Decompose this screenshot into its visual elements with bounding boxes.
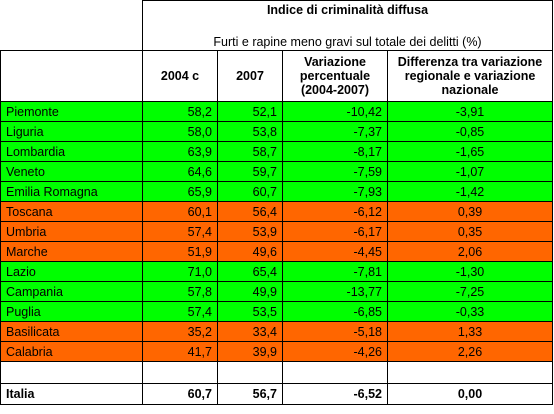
variation-cell: -13,77 — [282, 281, 388, 302]
value-2004-cell: 60,1 — [142, 201, 218, 222]
value-2007-cell: 39,9 — [217, 341, 283, 362]
header-region-blank — [0, 50, 143, 102]
table-subtitle: Furti e rapine meno gravi sul totale dei… — [141, 20, 554, 51]
region-cell: Calabria — [0, 341, 143, 362]
difference-cell: -1,65 — [386, 141, 554, 162]
total-variation-cell: -6,52 — [282, 383, 388, 405]
region-cell: Marche — [0, 241, 143, 262]
region-cell: Emilia Romagna — [0, 181, 143, 202]
difference-cell: 0,39 — [386, 201, 554, 222]
value-2004-cell: 51,9 — [142, 241, 218, 262]
region-cell: Puglia — [0, 301, 143, 322]
spacer-cell — [282, 361, 388, 384]
variation-cell: -7,81 — [282, 261, 388, 282]
value-2007-cell: 49,9 — [217, 281, 283, 302]
table-row: Lombardia 63,9 58,7 -8,17 -1,65 — [0, 141, 554, 162]
table-row: Veneto 64,6 59,7 -7,59 -1,07 — [0, 161, 554, 182]
value-2007-cell: 56,4 — [217, 201, 283, 222]
total-2004-cell: 60,7 — [142, 383, 218, 405]
difference-cell: -0,85 — [386, 121, 554, 142]
table-row: Basilicata 35,2 33,4 -5,18 1,33 — [0, 321, 554, 342]
value-2007-cell: 52,1 — [217, 101, 283, 122]
value-2004-cell: 35,2 — [142, 321, 218, 342]
header-differenza: Differenza tra variazione regionale e va… — [386, 50, 554, 102]
value-2004-cell: 64,6 — [142, 161, 218, 182]
value-2007-cell: 58,7 — [217, 141, 283, 162]
value-2004-cell: 63,9 — [142, 141, 218, 162]
table-row: Calabria 41,7 39,9 -4,26 2,26 — [0, 341, 554, 362]
region-cell: Toscana — [0, 201, 143, 222]
spacer-cell — [0, 361, 143, 384]
region-cell: Basilicata — [0, 321, 143, 342]
region-cell: Umbria — [0, 221, 143, 242]
variation-cell: -7,93 — [282, 181, 388, 202]
value-2007-cell: 60,7 — [217, 181, 283, 202]
total-2007-cell: 56,7 — [217, 383, 283, 405]
table-row: Campania 57,8 49,9 -13,77 -7,25 — [0, 281, 554, 302]
variation-cell: -7,59 — [282, 161, 388, 182]
crime-index-table: Indice di criminalità diffusa Furti e ra… — [0, 0, 554, 405]
table-title: Indice di criminalità diffusa — [141, 0, 554, 21]
value-2004-cell: 57,4 — [142, 221, 218, 242]
variation-cell: -6,17 — [282, 221, 388, 242]
variation-cell: -7,37 — [282, 121, 388, 142]
variation-cell: -6,12 — [282, 201, 388, 222]
region-cell: Lombardia — [0, 141, 143, 162]
spacer-cell — [386, 361, 554, 384]
spacer-cell — [142, 361, 218, 384]
variation-cell: -5,18 — [282, 321, 388, 342]
variation-cell: -8,17 — [282, 141, 388, 162]
table-row: Liguria 58,0 53,8 -7,37 -0,85 — [0, 121, 554, 142]
table-row: Marche 51,9 49,6 -4,45 2,06 — [0, 241, 554, 262]
difference-cell: -3,91 — [386, 101, 554, 122]
header-variazione: Variazione percentuale (2004-2007) — [282, 50, 388, 102]
total-region-cell: Italia — [0, 383, 143, 405]
value-2004-cell: 41,7 — [142, 341, 218, 362]
region-cell: Lazio — [0, 261, 143, 282]
value-2007-cell: 59,7 — [217, 161, 283, 182]
spacer-cell — [217, 361, 283, 384]
total-row: Italia 60,7 56,7 -6,52 0,00 — [0, 383, 554, 405]
difference-cell: -1,42 — [386, 181, 554, 202]
region-cell: Veneto — [0, 161, 143, 182]
corner-blank — [0, 0, 143, 51]
variation-cell: -6,85 — [282, 301, 388, 322]
total-difference-cell: 0,00 — [386, 383, 554, 405]
region-cell: Piemonte — [0, 101, 143, 122]
difference-cell: 0,35 — [386, 221, 554, 242]
variation-cell: -4,26 — [282, 341, 388, 362]
variation-cell: -10,42 — [282, 101, 388, 122]
value-2004-cell: 71,0 — [142, 261, 218, 282]
value-2004-cell: 58,2 — [142, 101, 218, 122]
difference-cell: 2,06 — [386, 241, 554, 262]
header-2004: 2004 c — [142, 50, 218, 102]
value-2004-cell: 65,9 — [142, 181, 218, 202]
table-row: Toscana 60,1 56,4 -6,12 0,39 — [0, 201, 554, 222]
value-2007-cell: 53,8 — [217, 121, 283, 142]
table-row: Umbria 57,4 53,9 -6,17 0,35 — [0, 221, 554, 242]
value-2007-cell: 65,4 — [217, 261, 283, 282]
table-row: Lazio 71,0 65,4 -7,81 -1,30 — [0, 261, 554, 282]
value-2007-cell: 49,6 — [217, 241, 283, 262]
spacer-row — [0, 361, 554, 384]
difference-cell: -1,07 — [386, 161, 554, 182]
difference-cell: -0,33 — [386, 301, 554, 322]
difference-cell: 1,33 — [386, 321, 554, 342]
value-2004-cell: 58,0 — [142, 121, 218, 142]
difference-cell: 2,26 — [386, 341, 554, 362]
difference-cell: -7,25 — [386, 281, 554, 302]
table-row: Emilia Romagna 65,9 60,7 -7,93 -1,42 — [0, 181, 554, 202]
table-row: Piemonte 58,2 52,1 -10,42 -3,91 — [0, 101, 554, 122]
variation-cell: -4,45 — [282, 241, 388, 262]
value-2007-cell: 33,4 — [217, 321, 283, 342]
value-2004-cell: 57,4 — [142, 301, 218, 322]
value-2007-cell: 53,5 — [217, 301, 283, 322]
table-row: Puglia 57,4 53,5 -6,85 -0,33 — [0, 301, 554, 322]
region-cell: Liguria — [0, 121, 143, 142]
value-2007-cell: 53,9 — [217, 221, 283, 242]
header-2007: 2007 — [217, 50, 283, 102]
region-cell: Campania — [0, 281, 143, 302]
value-2004-cell: 57,8 — [142, 281, 218, 302]
difference-cell: -1,30 — [386, 261, 554, 282]
